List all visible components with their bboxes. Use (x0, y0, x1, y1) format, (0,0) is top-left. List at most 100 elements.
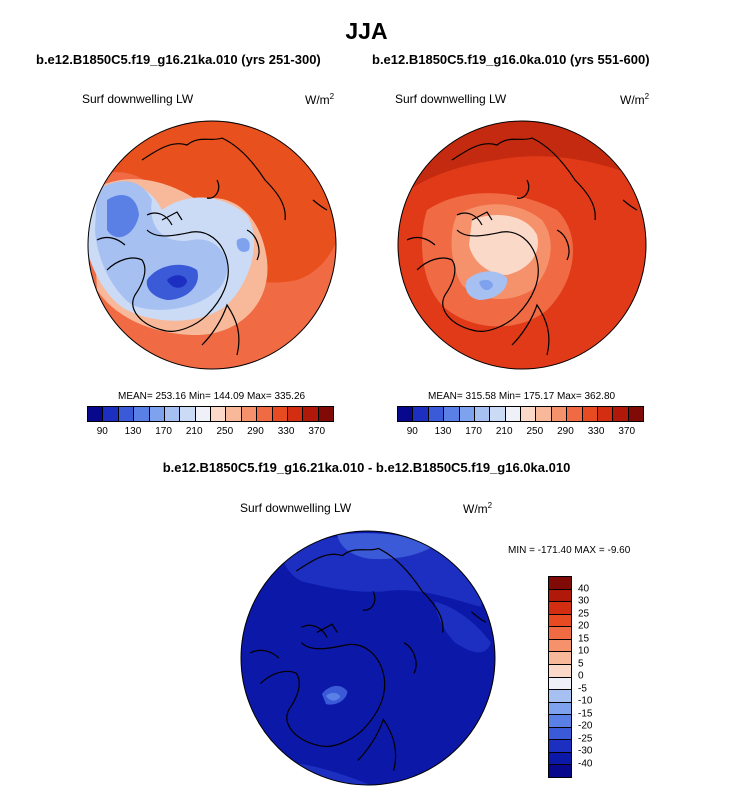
colorbar-tick-label: 0 (578, 670, 584, 682)
colorbar-swatch (549, 601, 571, 614)
colorbar-tick-label: 40 (578, 583, 590, 594)
colorbar-tick-label: 330 (277, 426, 295, 437)
colorbar-swatch (549, 676, 571, 690)
colorbar-swatch (549, 638, 571, 652)
colorbar-swatch (566, 407, 582, 421)
diff-units: W/m2 (463, 501, 493, 516)
diff-stats: MIN = -171.40 MAX = -9.60 (508, 545, 631, 556)
colorbar-tick-label: -15 (578, 708, 593, 719)
colorbar-tick-label: 250 (526, 426, 544, 437)
left-colorbar-ticks: 90 130 170 210 250 290 330 370 (87, 426, 332, 438)
colorbar-swatch (549, 751, 571, 765)
right-run-title: b.e12.B1850C5.f19_g16.0ka.010 (yrs 551-6… (372, 52, 650, 67)
right-polar-map (397, 120, 647, 370)
colorbar-swatch (473, 407, 490, 421)
colorbar-tick-label: -5 (578, 683, 587, 694)
colorbar-swatch (581, 407, 597, 421)
colorbar-tick-label: 250 (216, 426, 234, 437)
colorbar-tick-label: 170 (465, 426, 482, 437)
colorbar-swatch (412, 407, 428, 421)
colorbar-tick-label: 130 (124, 426, 142, 437)
figure-title: JJA (345, 18, 388, 44)
colorbar-swatch (117, 407, 134, 421)
colorbar-swatch (225, 407, 241, 421)
colorbar-tick-label: 170 (155, 426, 172, 437)
colorbar-tick-label: 370 (308, 426, 326, 437)
left-variable-label: Surf downwelling LW (82, 92, 194, 106)
colorbar-swatch (549, 577, 571, 589)
colorbar-swatch (520, 407, 536, 421)
colorbar-swatch (286, 407, 303, 421)
colorbar-swatch (317, 407, 333, 421)
left-run-title: b.e12.B1850C5.f19_g16.21ka.010 (yrs 251-… (36, 52, 321, 67)
colorbar-swatch (549, 663, 571, 677)
diff-colorbar (548, 576, 572, 778)
colorbar-tick-label: 5 (578, 658, 584, 669)
colorbar-swatch (549, 726, 571, 740)
colorbar-swatch (627, 407, 643, 421)
colorbar-swatch (458, 407, 474, 421)
colorbar-swatch (612, 407, 628, 421)
colorbar-swatch (88, 407, 103, 421)
colorbar-swatch (549, 626, 571, 639)
colorbar-swatch (194, 407, 210, 421)
right-colorbar (397, 406, 644, 422)
colorbar-swatch (302, 407, 318, 421)
colorbar-swatch (240, 407, 257, 421)
diff-polar-map (240, 530, 496, 786)
left-polar-map (87, 120, 337, 370)
colorbar-tick-label: 90 (406, 426, 418, 437)
colorbar-swatch (443, 407, 459, 421)
colorbar-tick-label: -30 (578, 745, 593, 757)
colorbar-tick-label: 370 (618, 426, 636, 437)
colorbar-swatch (549, 714, 571, 727)
colorbar-tick-label: -10 (578, 695, 593, 707)
colorbar-tick-label: -40 (578, 758, 593, 769)
left-colorbar (87, 406, 334, 422)
colorbar-tick-label: 25 (578, 608, 590, 619)
colorbar-swatch (549, 651, 571, 664)
colorbar-swatch (398, 407, 413, 421)
colorbar-tick-label: 30 (578, 595, 590, 607)
colorbar-swatch (256, 407, 272, 421)
right-units: W/m2 (620, 92, 650, 107)
colorbar-swatch (179, 407, 195, 421)
colorbar-swatch (210, 407, 226, 421)
colorbar-tick-label: 90 (96, 426, 108, 437)
diff-run-title: b.e12.B1850C5.f19_g16.21ka.010 - b.e12.B… (162, 460, 571, 475)
colorbar-tick-label: -25 (578, 733, 593, 744)
colorbar-swatch (489, 407, 505, 421)
colorbar-swatch (271, 407, 287, 421)
colorbar-tick-label: 290 (247, 426, 264, 437)
colorbar-tick-label: 290 (557, 426, 574, 437)
colorbar-tick-label: 15 (578, 633, 590, 644)
colorbar-swatch (504, 407, 520, 421)
colorbar-swatch (148, 407, 164, 421)
colorbar-swatch (549, 701, 571, 715)
diff-variable-label: Surf downwelling LW (240, 501, 352, 515)
colorbar-swatch (549, 764, 571, 777)
colorbar-swatch (535, 407, 551, 421)
colorbar-swatch (549, 588, 571, 602)
colorbar-tick-label: 20 (578, 620, 590, 632)
right-stats: MEAN= 315.58 Min= 175.17 Max= 362.80 (428, 391, 616, 402)
colorbar-swatch (549, 689, 571, 702)
colorbar-swatch (549, 613, 571, 627)
colorbar-tick-label: 210 (495, 426, 513, 437)
left-stats: MEAN= 253.16 Min= 144.09 Max= 335.26 (118, 391, 306, 402)
left-units: W/m2 (305, 92, 335, 107)
colorbar-swatch (133, 407, 149, 421)
colorbar-swatch (163, 407, 180, 421)
right-colorbar-ticks: 90 130 170 210 250 290 330 370 (397, 426, 642, 438)
right-variable-label: Surf downwelling LW (395, 92, 507, 106)
colorbar-tick-label: 210 (185, 426, 203, 437)
colorbar-swatch (427, 407, 444, 421)
colorbar-tick-label: 330 (587, 426, 605, 437)
colorbar-swatch (102, 407, 118, 421)
colorbar-tick-label: -20 (578, 720, 593, 732)
diff-colorbar-ticks: 40 30 25 20 15 10 5 0 -5 -10 -15 -20 -25 -30 -40 (578, 576, 608, 776)
colorbar-tick-label: 10 (578, 645, 590, 657)
colorbar-tick-label: 130 (434, 426, 452, 437)
colorbar-swatch (549, 739, 571, 752)
colorbar-swatch (550, 407, 567, 421)
